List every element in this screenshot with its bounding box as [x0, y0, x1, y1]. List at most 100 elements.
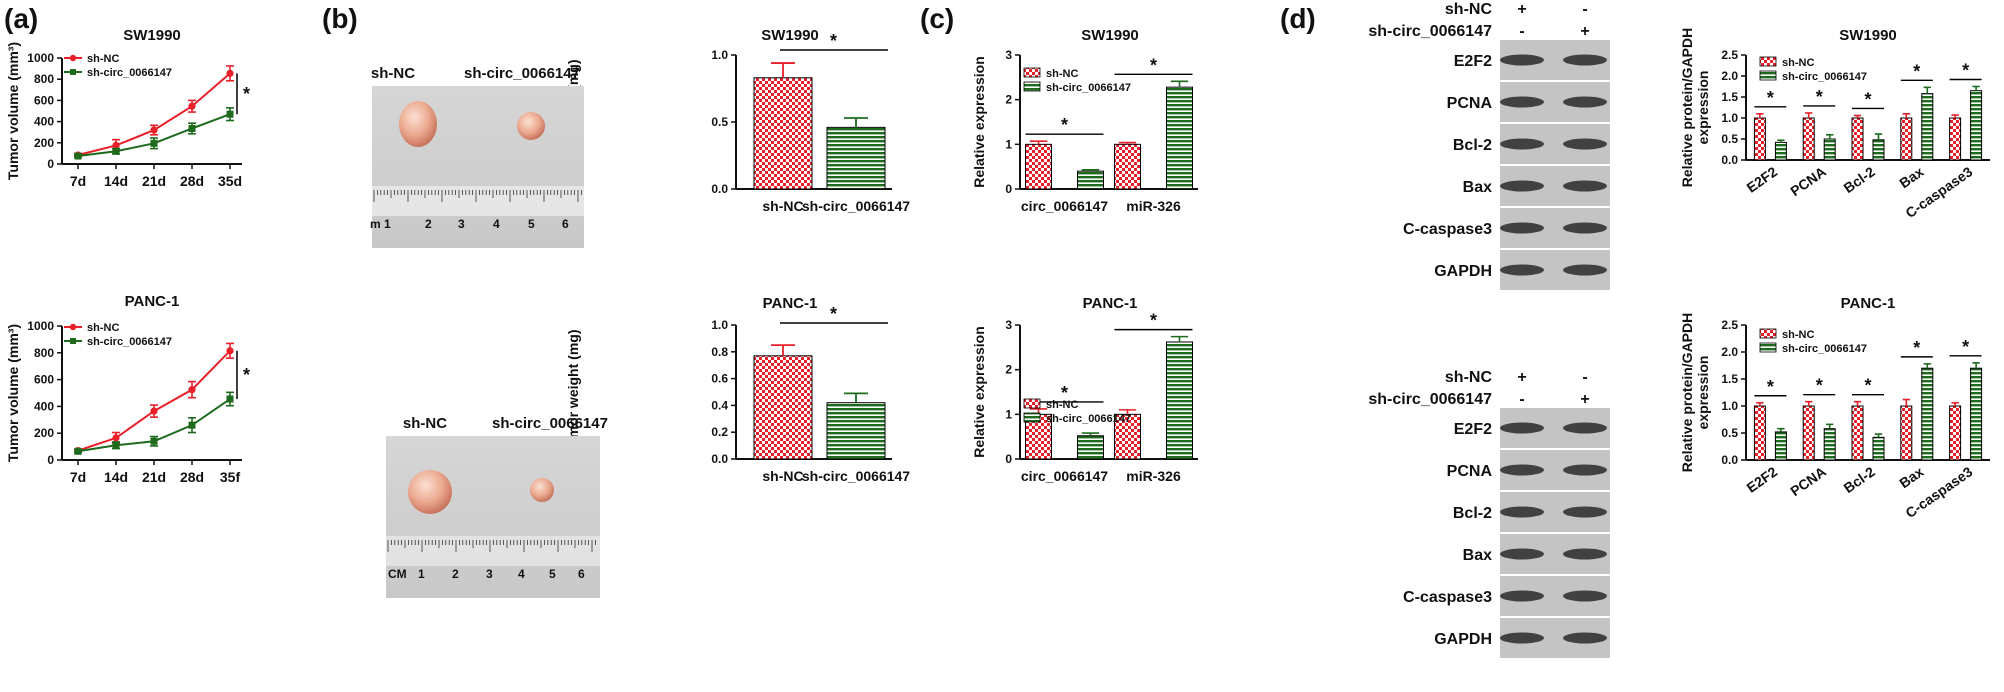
x-tick-label: 35d [218, 173, 242, 189]
y-tick-label: 800 [34, 72, 54, 86]
significance-star: * [1913, 61, 1920, 81]
chart-d-sw1990: SW1990 Relative protein/GAPDH expression 0.… [1679, 27, 1990, 221]
blot-lane-sign: + [1580, 391, 1589, 408]
x-tick-label: 35f [220, 469, 241, 485]
blot-band [1563, 506, 1607, 518]
photo-label-nc: sh-NC [403, 415, 447, 432]
y-tick-label: 0.8 [711, 345, 728, 359]
y-tick-label: 2.5 [1721, 318, 1738, 332]
y-tick-label: 0.4 [711, 398, 728, 412]
blot-band [1563, 138, 1607, 150]
x-tick-label: circ_0066147 [1021, 468, 1108, 484]
x-tick-label: sh-NC [762, 468, 803, 484]
ruler-image [372, 186, 584, 216]
x-tick-label: miR-326 [1126, 468, 1181, 484]
bar [1802, 405, 1815, 461]
legend-marker [69, 323, 77, 331]
legend-swatch [1759, 342, 1777, 353]
legend-swatch [1023, 67, 1041, 78]
y-tick-label: 2 [1005, 363, 1012, 377]
x-tick-label: 21d [142, 173, 166, 189]
y-tick-label: 1.5 [1721, 90, 1738, 104]
chart-title: SW1990 [1839, 27, 1897, 44]
significance-star: * [1061, 115, 1068, 135]
y-tick-label: 0.0 [1721, 453, 1738, 467]
y-tick-label: 200 [34, 426, 54, 440]
y-axis-label: Tumor volume (mm³) [5, 42, 21, 180]
blot-band-label: Bax [1463, 547, 1492, 564]
chart-b-panc1: PANC-1 Tumor weight (mg) 0.0 0.2 0.4 0.6 0.8 1.… [565, 295, 910, 484]
y-axis-label: Tumor weight (mg) [565, 330, 581, 455]
ruler-number: 6 [578, 567, 585, 581]
significance-star: * [1150, 311, 1157, 331]
tumor-circ-image [517, 112, 545, 140]
data-point [188, 124, 196, 132]
x-tick-label: 14d [104, 173, 128, 189]
legend-label: sh-NC [1782, 329, 1814, 341]
legend-swatch [1023, 398, 1041, 409]
panel-label-b: (b) [322, 3, 358, 34]
data-point [188, 386, 196, 394]
y-tick-label: 200 [34, 136, 54, 150]
y-tick-label: 0.5 [711, 115, 728, 129]
bar [1851, 405, 1864, 461]
x-tick-label: PCNA [1787, 463, 1829, 499]
blot-band-label: E2F2 [1454, 53, 1492, 70]
blot-lane-sign: - [1519, 23, 1524, 40]
y-tick-label: 1.5 [1721, 372, 1738, 386]
bar [1949, 117, 1962, 161]
blot-band [1500, 180, 1544, 192]
ruler-number: CM [388, 567, 407, 581]
blot-band-label: GAPDH [1434, 631, 1492, 648]
ruler-number: 4 [493, 217, 500, 231]
bar [1114, 143, 1141, 190]
blot-band-label: C-caspase3 [1403, 221, 1492, 238]
x-tick-label: PCNA [1787, 163, 1829, 199]
blot-band [1563, 54, 1607, 66]
blot-band [1500, 548, 1544, 560]
ruler-number: 3 [458, 217, 465, 231]
bar [1872, 436, 1885, 461]
bar [1025, 143, 1052, 190]
y-axis-label: expression [1695, 71, 1711, 145]
legend-label: sh-circ_0066147 [1046, 82, 1131, 94]
series-line [77, 350, 231, 452]
blot-lane-sign: - [1582, 1, 1587, 18]
significance-star: * [1913, 338, 1920, 358]
x-tick-label: Bax [1896, 163, 1926, 191]
significance-star: * [830, 31, 837, 51]
y-axis-label: expression [1695, 356, 1711, 430]
chart-c-sw1990: SW1990 Relative expression 0 1 2 3 * circ_00661… [971, 27, 1198, 214]
blot-lane-sign: + [1517, 369, 1526, 386]
blot-band [1500, 422, 1544, 434]
y-tick-label: 600 [34, 373, 54, 387]
blot-header-label: sh-NC [1445, 1, 1493, 18]
y-axis-label: Relative expression [971, 56, 987, 188]
y-tick-label: 800 [34, 346, 54, 360]
blot-band-label: Bcl-2 [1453, 505, 1492, 522]
x-tick-label: Bax [1896, 463, 1926, 491]
y-tick-label: 1000 [27, 51, 54, 65]
x-tick-label: sh-circ_0066147 [802, 198, 910, 214]
ruler-number: 2 [452, 567, 459, 581]
data-point [188, 102, 196, 110]
legend-swatch [1023, 412, 1041, 423]
x-tick-label: 14d [104, 469, 128, 485]
y-tick-label: 0.0 [711, 182, 728, 196]
blot-band-label: E2F2 [1454, 421, 1492, 438]
bar [1921, 367, 1934, 461]
legend-marker [70, 338, 76, 344]
legend-label: sh-NC [87, 53, 119, 65]
x-tick-label: Bcl-2 [1841, 163, 1878, 196]
bar [1900, 117, 1913, 161]
photo-label-nc: sh-NC [371, 65, 415, 82]
x-tick-label: Bcl-2 [1841, 463, 1878, 496]
y-tick-label: 0 [1005, 182, 1012, 196]
bar [826, 126, 886, 190]
x-tick-label: sh-NC [762, 198, 803, 214]
data-point [112, 441, 120, 449]
chart-title: SW1990 [123, 27, 181, 44]
tumor-circ-image [530, 478, 554, 502]
legend-marker [69, 54, 77, 62]
blot-band [1500, 590, 1544, 602]
